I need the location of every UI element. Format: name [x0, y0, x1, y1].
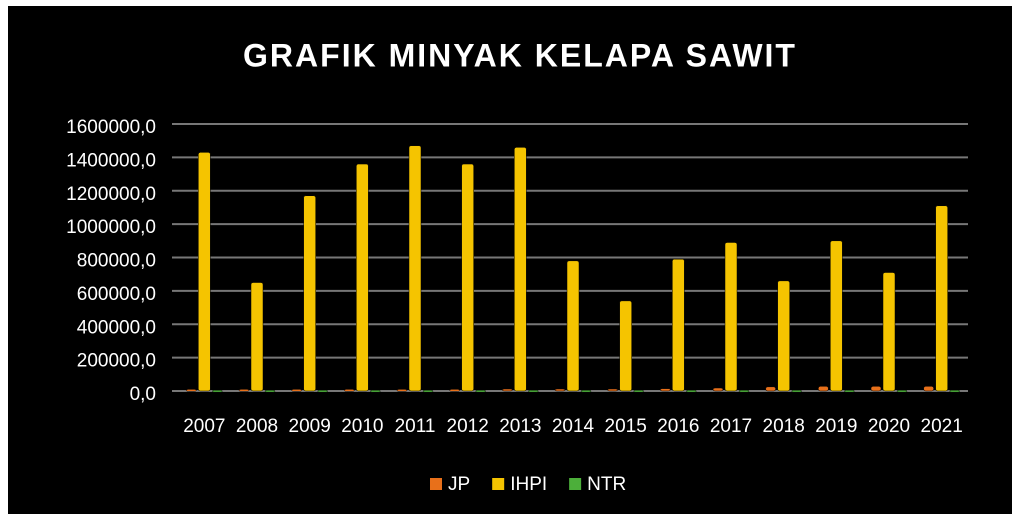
- bar: [777, 280, 790, 392]
- x-tick-label: 2021: [921, 416, 963, 437]
- legend-marker: [430, 478, 442, 490]
- bar: [949, 389, 960, 393]
- bar: [554, 388, 566, 392]
- bar: [528, 389, 539, 393]
- chart-title: GRAFIK MINYAK KELAPA SAWIT: [243, 37, 797, 73]
- bar: [396, 389, 408, 392]
- bar: [935, 205, 948, 392]
- bar: [449, 389, 460, 392]
- bar: [461, 163, 474, 392]
- bar: [686, 389, 697, 393]
- y-tick-label: 1400000,0: [66, 150, 156, 171]
- bar: [212, 389, 223, 393]
- legend-label: IHPI: [510, 474, 547, 495]
- bar: [291, 389, 302, 392]
- bar: [818, 386, 829, 392]
- y-tick-label: 600000,0: [77, 284, 156, 305]
- bar: [198, 152, 211, 392]
- x-tick-label: 2014: [552, 416, 595, 437]
- chart-background: [8, 6, 1012, 514]
- bar: [607, 388, 618, 392]
- legend-marker: [492, 478, 505, 490]
- bar: [882, 272, 896, 392]
- bar: [317, 389, 328, 393]
- bar: [923, 386, 934, 392]
- bar: [475, 389, 486, 393]
- bar: [264, 389, 276, 393]
- bar: [356, 163, 369, 392]
- bar: [303, 195, 316, 392]
- x-tick-label: 2011: [395, 416, 436, 437]
- bar: [566, 260, 580, 392]
- bar: [633, 389, 644, 393]
- x-tick-label: 2016: [657, 416, 699, 437]
- x-tick-label: 2015: [605, 416, 647, 437]
- bar: [791, 389, 802, 393]
- bar: [672, 258, 685, 392]
- bar: [370, 389, 381, 393]
- y-tick-label: 800000,0: [77, 251, 156, 272]
- y-tick-label: 400000,0: [77, 317, 156, 338]
- bar: [660, 388, 671, 392]
- x-tick-label: 2017: [710, 416, 752, 437]
- x-tick-label: 2010: [341, 416, 383, 437]
- bar: [238, 389, 250, 392]
- x-tick-label: 2013: [499, 416, 541, 437]
- x-tick-label: 2009: [289, 416, 331, 437]
- y-tick-label: 1200000,0: [66, 184, 156, 205]
- x-tick-label: 2018: [763, 416, 805, 437]
- bar: [712, 387, 724, 392]
- bar: [344, 389, 355, 392]
- legend-marker: [569, 478, 582, 490]
- bar: [250, 282, 264, 392]
- bar: [844, 389, 855, 393]
- bar: [619, 300, 632, 392]
- bar: [830, 240, 843, 392]
- y-tick-label: 1000000,0: [66, 217, 156, 238]
- y-tick-label: 0,0: [130, 384, 156, 405]
- legend-label: JP: [448, 474, 470, 495]
- x-tick-label: 2019: [815, 416, 857, 437]
- bar: [724, 242, 738, 392]
- x-tick-label: 2008: [236, 416, 278, 437]
- bar: [580, 389, 592, 393]
- legend-label: NTR: [587, 474, 626, 495]
- bar: [514, 147, 527, 392]
- y-tick-label: 200000,0: [77, 351, 156, 372]
- bar: [408, 145, 422, 392]
- x-tick-label: 2020: [868, 416, 910, 437]
- x-tick-label: 2007: [183, 416, 225, 437]
- bar: [422, 389, 434, 393]
- bar: [870, 386, 882, 392]
- x-tick-label: 2012: [447, 416, 489, 437]
- bar: [186, 389, 197, 392]
- bar: [502, 388, 513, 392]
- bar: [896, 389, 908, 393]
- y-tick-label: 1600000,0: [66, 117, 156, 138]
- bar: [765, 386, 776, 392]
- bar: [738, 389, 750, 393]
